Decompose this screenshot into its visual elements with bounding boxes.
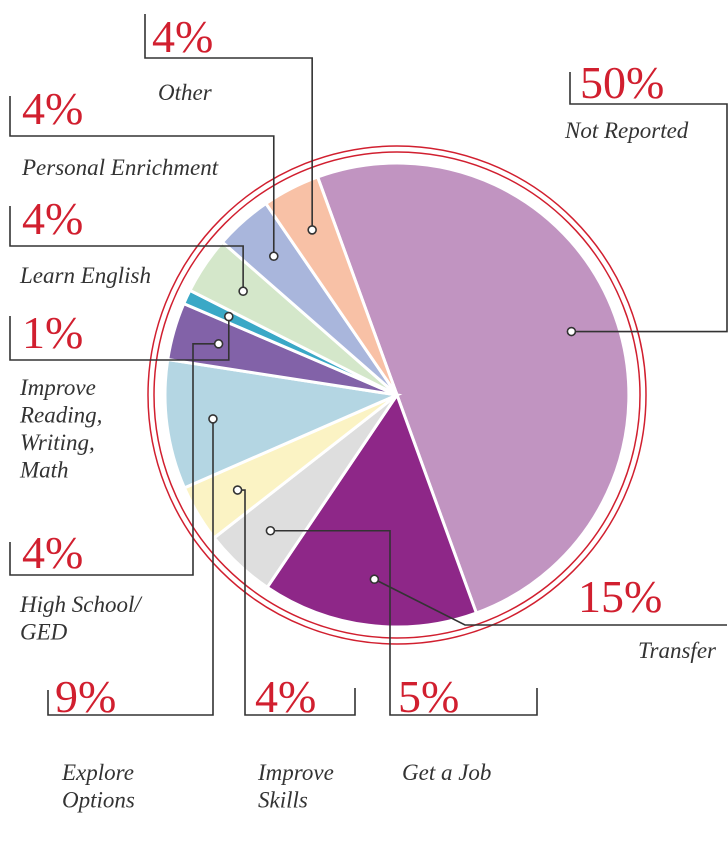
pie-slice (263, 175, 399, 396)
category-label: Not Reported (564, 118, 689, 143)
leader-dot (232, 485, 243, 495)
leader-dot (307, 225, 317, 235)
leader-line (569, 72, 728, 333)
leader-line (9, 206, 244, 292)
value-label: 50% (580, 57, 664, 108)
value-label: 4% (255, 671, 316, 722)
leader-line (9, 316, 230, 361)
value-label: 9% (55, 671, 116, 722)
category-label: Transfer (638, 638, 717, 663)
category-label: Explore Options (61, 760, 140, 813)
leader-dot (238, 286, 248, 297)
category-label: Learn English (19, 263, 151, 288)
leader-dot (369, 574, 380, 585)
category-label: Get a Job (402, 760, 491, 785)
value-label: 4% (152, 11, 213, 62)
outer-ring (147, 145, 647, 645)
category-label: Other (158, 80, 213, 105)
category-label: Improve Reading, Writing, Math (19, 375, 108, 483)
value-label: 15% (578, 571, 662, 622)
value-label: 4% (22, 83, 83, 134)
value-label: 4% (22, 527, 83, 578)
leader-dot (268, 251, 279, 262)
leader-line (270, 529, 538, 716)
leader-dot (213, 339, 224, 349)
category-label: Improve Skills (257, 760, 340, 813)
outer-ring (153, 151, 641, 639)
leader-dot (265, 525, 276, 536)
pie-slice (265, 391, 479, 629)
leader-dot (566, 326, 577, 337)
pie-slice (315, 161, 631, 615)
leader-line (374, 578, 727, 626)
leader-dot (208, 414, 218, 424)
pie-slice (163, 357, 403, 490)
leader-line (9, 343, 219, 576)
category-label: Personal Enrichment (21, 155, 219, 180)
leader-line (144, 14, 313, 230)
value-label: 4% (22, 193, 83, 244)
leader-line (237, 489, 356, 716)
leader-line (9, 96, 275, 257)
value-label: 5% (398, 671, 459, 722)
category-label: High School/GED (19, 592, 143, 645)
leader-dot (223, 311, 234, 322)
value-label: 1% (22, 307, 83, 358)
